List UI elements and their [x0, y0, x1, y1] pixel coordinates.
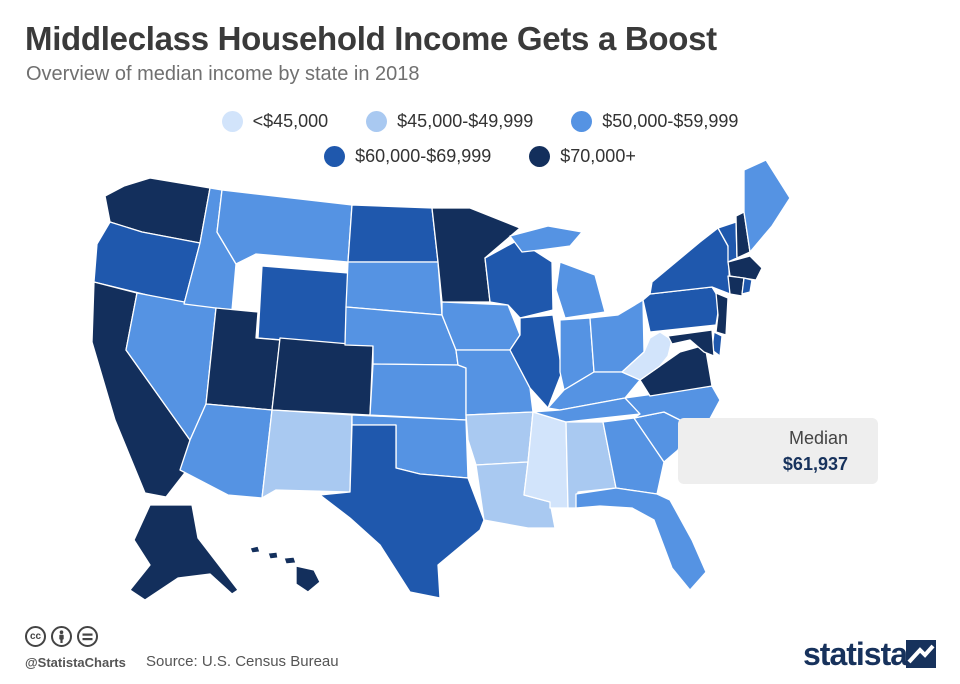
state-FL: [575, 487, 707, 591]
legend-label-under-45k: <$45,000: [252, 111, 329, 131]
legend-swatch-under-45k: [221, 111, 243, 132]
state-HI-4: [295, 565, 321, 593]
state-WY: [257, 265, 349, 346]
state-MI: [555, 261, 606, 319]
legend-swatch-70k-plus: [529, 146, 551, 167]
median-label: Median: [788, 428, 848, 448]
no-derivatives-icon[interactable]: [77, 626, 98, 647]
state-IL: [509, 314, 563, 409]
legend-label-60k-70k: $60,000-$69,999: [355, 146, 492, 166]
state-KS: [369, 363, 467, 421]
chart-title: Middleclass Household Income Gets a Boos…: [25, 20, 717, 57]
source-note: Source: U.S. Census Bureau: [146, 653, 339, 670]
state-HI-3: [283, 556, 297, 565]
state-NY: [649, 227, 731, 295]
legend-item-50k-60k: $50,000-$59,999: [571, 111, 738, 132]
legend-row-1: <$45,000 $45,000-$49,999 $50,000-$59,999: [0, 111, 960, 132]
legend-item-45k-50k: $45,000-$49,999: [366, 111, 533, 132]
state-MD: [667, 329, 715, 357]
legend-swatch-50k-60k: [571, 111, 593, 132]
statista-logo-text[interactable]: statista: [803, 636, 908, 672]
state-NJ: [715, 292, 729, 336]
state-AK: [129, 504, 239, 601]
state-WV: [621, 331, 673, 381]
twitter-handle[interactable]: @StatistaCharts: [25, 655, 126, 670]
legend-label-70k-plus: $70,000+: [560, 146, 636, 166]
legend-label-50k-60k: $50,000-$59,999: [602, 111, 739, 131]
state-ME: [743, 159, 791, 253]
legend-item-70k-plus: $70,000+: [529, 146, 636, 167]
state-HI-1: [249, 545, 261, 554]
median-callout: Median $61,937: [678, 418, 878, 484]
statista-logo-icon: [906, 640, 936, 668]
state-VT: [717, 221, 738, 263]
attribution-icon[interactable]: [51, 626, 72, 647]
state-MT: [216, 189, 353, 265]
median-value: $61,937: [782, 454, 848, 474]
state-SD: [345, 261, 443, 316]
legend-row-2: $60,000-$69,999 $70,000+: [0, 146, 960, 167]
legend-label-45k-50k: $45,000-$49,999: [397, 111, 534, 131]
legend-swatch-45k-50k: [366, 111, 388, 132]
state-TX: [319, 424, 485, 599]
chart-subtitle: Overview of median income by state in 20…: [26, 63, 420, 85]
state-GA: [602, 417, 665, 495]
state-NM: [261, 409, 353, 499]
legend-item-60k-70k: $60,000-$69,999: [324, 146, 491, 167]
state-ND: [347, 204, 439, 263]
cc-license-icon[interactable]: cc: [25, 626, 46, 647]
state-IA: [441, 301, 521, 351]
state-MI-UP: [509, 225, 583, 253]
state-AR: [465, 411, 534, 466]
license-icons: cc: [25, 626, 98, 647]
legend-item-under-45k: <$45,000: [221, 111, 329, 132]
state-RI: [741, 277, 753, 295]
state-CO: [271, 337, 374, 416]
state-MA: [727, 255, 763, 281]
legend-swatch-60k-70k: [324, 146, 346, 167]
state-CT: [727, 275, 745, 297]
state-HI-2: [267, 551, 279, 560]
